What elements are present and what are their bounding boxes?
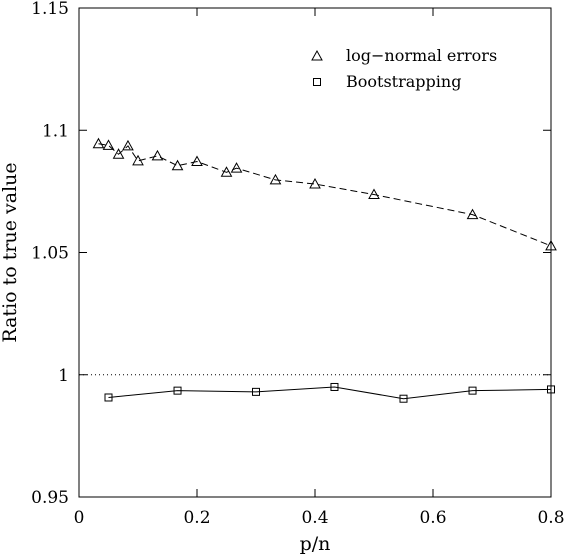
data-point	[132, 154, 144, 166]
x-tick-label: 0.8	[537, 508, 564, 528]
legend-marker	[313, 78, 321, 86]
y-tick-label: 1	[58, 366, 69, 386]
tick-layer: 0 0.2 0.4 0.6 0.8 0.95 1 1.05 1.1 1.15	[31, 0, 564, 528]
x-tick-label: 0	[74, 508, 85, 528]
data-point	[151, 149, 164, 161]
data-point	[173, 386, 182, 395]
series-layer	[92, 137, 557, 403]
data-point	[92, 137, 105, 149]
legend-label: Bootstrapping	[346, 72, 461, 91]
legend-label: log−normal errors	[346, 46, 497, 65]
data-point	[220, 166, 233, 177]
series-1	[104, 382, 555, 403]
data-point	[252, 387, 260, 396]
legend-entry: log−normal errors	[311, 46, 497, 65]
legend-marker	[311, 49, 323, 61]
series-line	[108, 386, 552, 400]
y-tick-label: 1.05	[31, 244, 69, 264]
y-axis-label: Ratio to true value	[0, 162, 21, 342]
series-0	[92, 137, 557, 251]
data-point	[191, 155, 203, 167]
x-tick-label: 0.6	[419, 508, 446, 528]
data-point	[104, 393, 113, 402]
data-point	[112, 148, 125, 159]
data-point	[171, 159, 184, 171]
plot-frame	[78, 7, 552, 498]
legend-entry: Bootstrapping	[313, 72, 461, 91]
y-tick-label: 0.95	[31, 488, 69, 508]
data-point	[399, 394, 408, 403]
data-point	[230, 162, 243, 173]
data-point	[309, 178, 321, 189]
x-tick-label: 0.2	[183, 508, 210, 528]
data-point	[368, 188, 380, 200]
series-line	[98, 143, 552, 247]
x-tick-label: 0.4	[301, 508, 328, 528]
data-point	[468, 386, 477, 395]
data-point	[466, 208, 479, 220]
legend: log−normal errors Bootstrapping	[311, 46, 497, 91]
data-point	[269, 173, 282, 185]
y-tick-label: 1.15	[31, 0, 69, 19]
x-axis-label: p/n	[300, 533, 331, 555]
data-point	[330, 382, 339, 391]
data-point	[122, 139, 134, 151]
data-point	[102, 139, 115, 150]
y-tick-label: 1.1	[42, 121, 69, 141]
